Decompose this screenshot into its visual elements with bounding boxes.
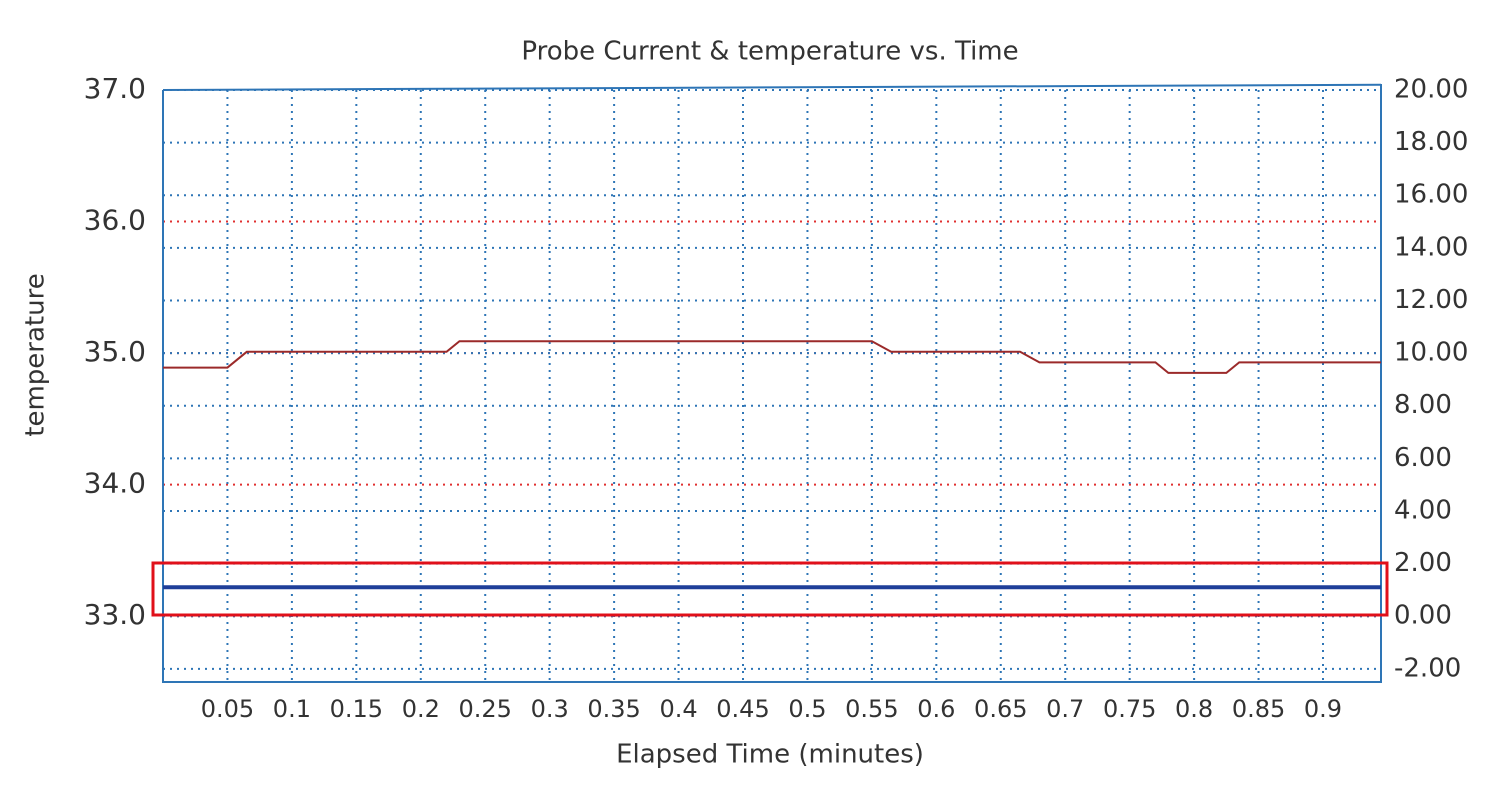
x-tick-label: 0.45 <box>716 695 769 723</box>
y2-tick-label: -2.00 <box>1394 653 1461 683</box>
x-tick-label: 0.1 <box>273 695 311 723</box>
x-tick-label: 0.5 <box>788 695 826 723</box>
x-tick-label: 0.7 <box>1046 695 1084 723</box>
y2-tick-label: 0.00 <box>1394 601 1452 631</box>
y-axis-label: temperature <box>21 273 51 436</box>
y-tick-label: 34.0 <box>84 467 146 500</box>
y-tick-label: 36.0 <box>84 204 146 237</box>
x-tick-label: 0.85 <box>1232 695 1285 723</box>
x-tick-label: 0.75 <box>1103 695 1156 723</box>
x-tick-label: 0.4 <box>659 695 697 723</box>
data-line <box>162 83 1382 91</box>
y-tick-label: 33.0 <box>84 598 146 631</box>
data-line <box>163 340 1381 374</box>
x-tick-label: 0.65 <box>974 695 1027 723</box>
x-tick-label: 0.3 <box>531 695 569 723</box>
x-tick-label: 0.6 <box>917 695 955 723</box>
x-tick-label: 0.15 <box>330 695 383 723</box>
y2-tick-label: 4.00 <box>1394 495 1452 525</box>
x-tick-label: 0.8 <box>1175 695 1213 723</box>
y-tick-label: 35.0 <box>84 335 146 368</box>
x-tick-label: 0.25 <box>459 695 512 723</box>
y2-tick-label: 12.00 <box>1394 285 1468 315</box>
y2-tick-label: 18.00 <box>1394 127 1468 157</box>
y2-tick-label: 14.00 <box>1394 232 1468 262</box>
y2-tick-label: 20.00 <box>1394 75 1468 105</box>
axis-frame <box>162 84 1382 683</box>
y2-tick-label: 6.00 <box>1394 443 1452 473</box>
x-tick-label: 0.55 <box>845 695 898 723</box>
x-tick-label: 0.9 <box>1304 695 1342 723</box>
chart-title: Probe Current & temperature vs. Time <box>521 37 1018 67</box>
y2-tick-label: 10.00 <box>1394 338 1468 368</box>
x-tick-label: 0.35 <box>587 695 640 723</box>
x-tick-label: 0.05 <box>201 695 254 723</box>
highlight-box <box>151 561 1389 617</box>
y2-tick-label: 16.00 <box>1394 180 1468 210</box>
y2-tick-label: 8.00 <box>1394 390 1452 420</box>
y2-tick-label: 2.00 <box>1394 548 1452 578</box>
y-tick-label: 37.0 <box>84 72 146 105</box>
x-axis-label: Elapsed Time (minutes) <box>616 740 924 770</box>
x-tick-label: 0.2 <box>402 695 440 723</box>
